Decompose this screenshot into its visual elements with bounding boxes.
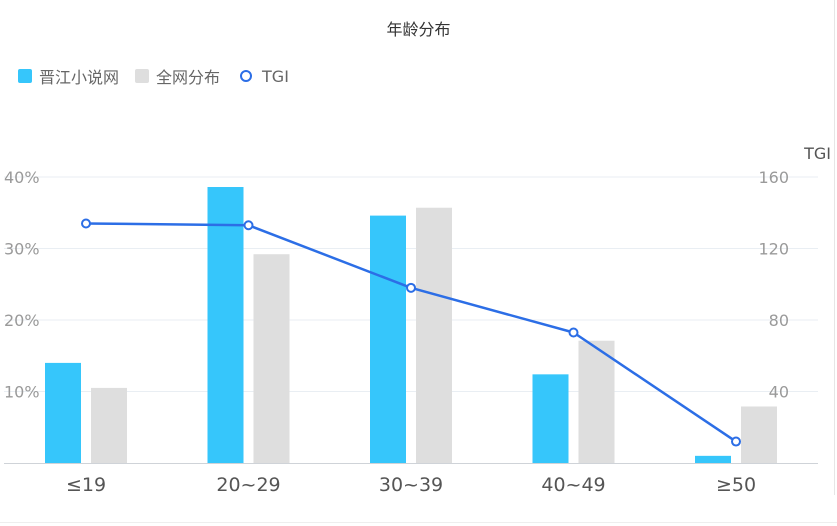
x-tick-label-0: ≤19 [66,474,106,496]
frame-divider-bottom [0,522,837,523]
bar-network-0 [91,387,127,463]
legend-item-jjwxc[interactable]: 晋江小说网 [18,64,119,88]
y-right-axis-title: TGI [803,144,831,163]
legend-item-tgi[interactable]: TGI [236,67,289,86]
legend-label-network: 全网分布 [156,68,221,87]
y-left-tick-label-2: 30% [4,240,40,259]
bar-jjwxc-4 [695,455,731,463]
legend-swatch-jjwxc [18,69,32,83]
legend-swatch-tgi [236,69,256,83]
x-tick-label-4: ≥50 [716,474,756,496]
legend-swatch-network [135,69,150,83]
y-right-tick-label-3: 160 [758,168,789,187]
y-left-tick-label-0: 10% [4,383,40,402]
tgi-point-2 [406,282,416,293]
bar-network-2 [416,207,452,463]
y-right-tick-label-2: 120 [758,240,789,259]
tgi-point-4 [731,436,741,447]
legend-item-network[interactable]: 全网分布 [135,64,220,88]
chart-title: 年龄分布 [386,20,451,39]
bar-network-3 [578,340,615,463]
bar-network-4 [741,406,777,463]
tgi-point-1 [243,220,254,231]
x-tick-label-1: 20~29 [216,474,280,496]
bar-jjwxc-1 [207,187,244,463]
y-right-tick-label-1: 80 [769,311,789,330]
tgi-point-0 [81,218,91,229]
bar-jjwxc-3 [532,374,569,463]
chart-legend: 晋江小说网 全网分布 TGI [18,64,305,88]
y-left-tick-label-1: 20% [4,311,40,330]
y-left-tick-label-3: 40% [4,168,40,187]
bar-network-1 [253,254,290,463]
legend-label-tgi: TGI [262,66,289,86]
frame-divider-right [834,0,835,495]
tgi-point-3 [568,327,579,338]
x-tick-label-3: 40~49 [541,474,605,496]
x-tick-label-2: 30~39 [379,474,443,496]
legend-label-jjwxc: 晋江小说网 [39,68,120,87]
tgi-line [85,222,737,443]
bar-jjwxc-2 [370,215,406,463]
y-right-tick-label-0: 40 [769,383,789,402]
bar-jjwxc-0 [45,362,81,463]
